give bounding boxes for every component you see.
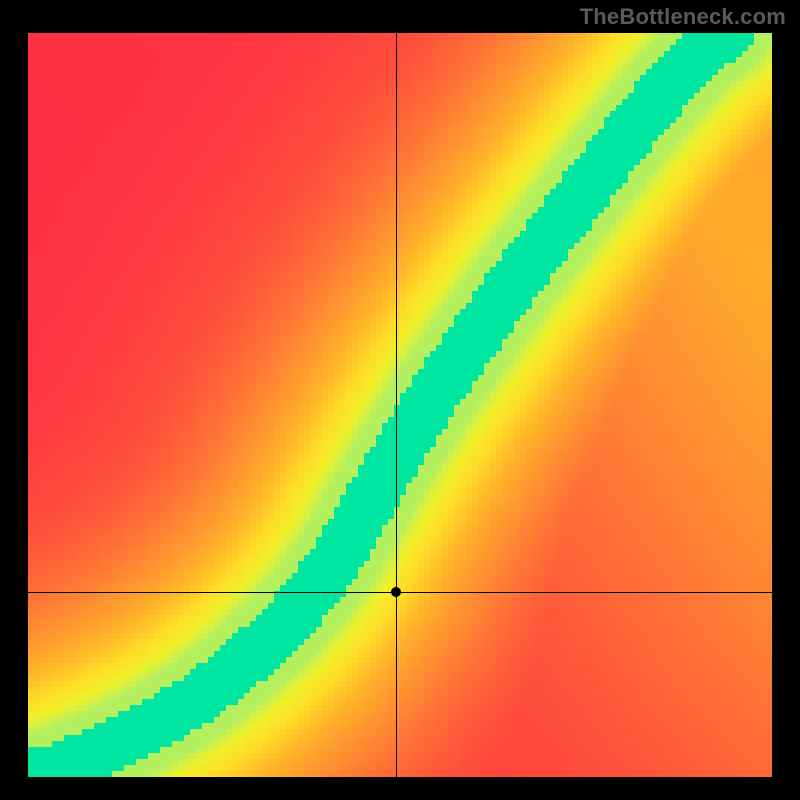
chart-root: TheBottleneck.com [0, 0, 800, 800]
watermark-label: TheBottleneck.com [580, 4, 786, 30]
crosshair-vertical [396, 33, 397, 777]
bottleneck-heatmap [28, 33, 772, 777]
